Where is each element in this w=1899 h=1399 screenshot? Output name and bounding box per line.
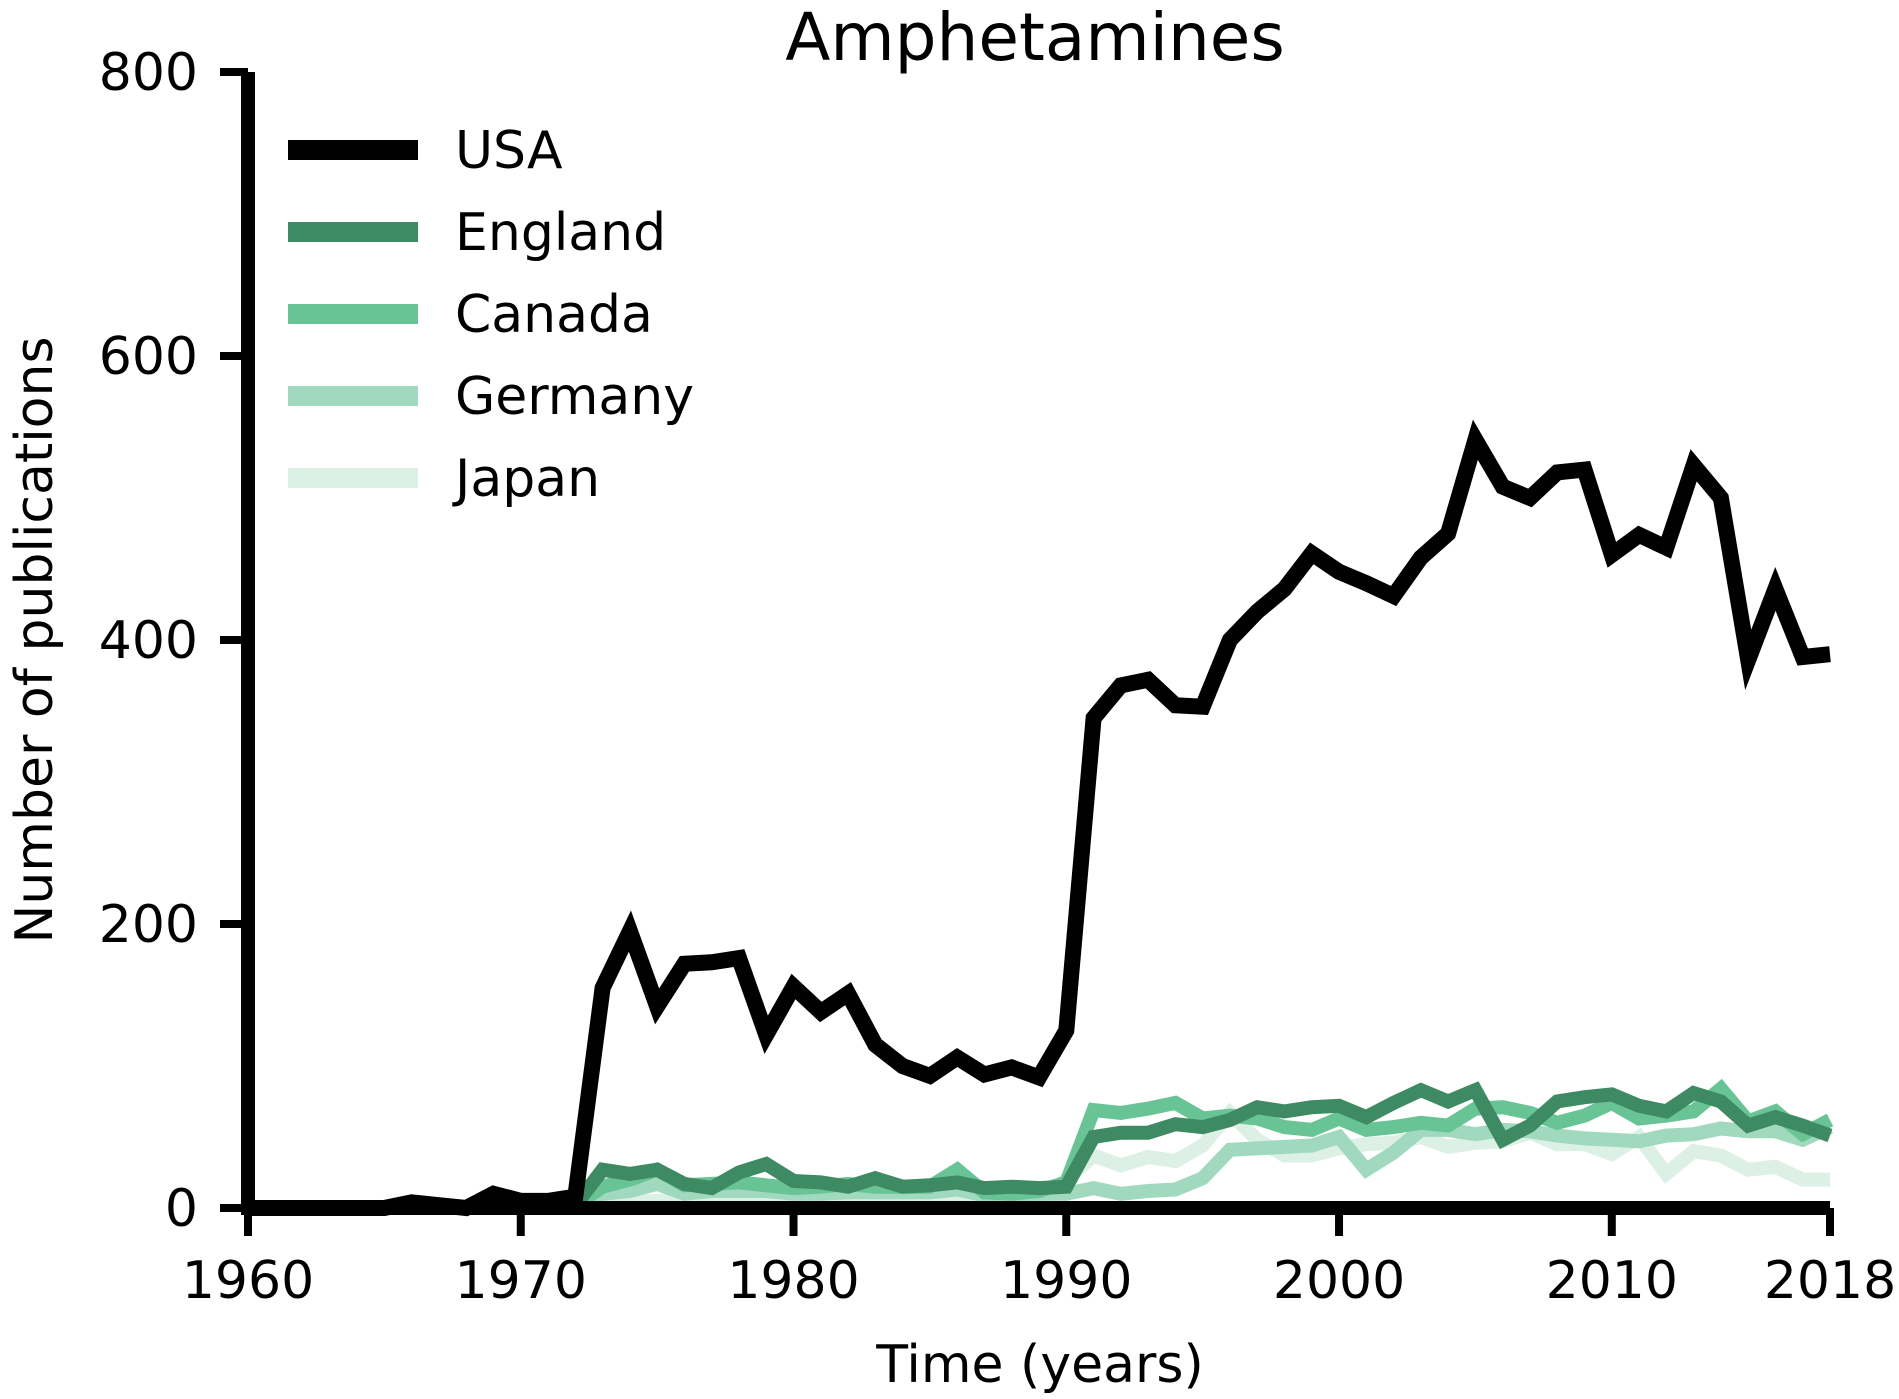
chart-title: Amphetamines <box>785 0 1285 76</box>
x-tick-label: 1980 <box>727 1251 859 1311</box>
series-line-usa <box>248 419 1831 1217</box>
plot-lines <box>248 419 1834 1217</box>
legend-label-germany: Germany <box>455 367 694 427</box>
x-tick-label: 2018 <box>1764 1251 1896 1311</box>
y-tick-label: 800 <box>99 43 198 103</box>
legend-label-england: England <box>455 203 666 263</box>
legend-label-usa: USA <box>455 121 563 181</box>
y-axis-label: Number of publications <box>5 336 65 943</box>
x-tick-label: 1990 <box>1000 1251 1132 1311</box>
legend-label-canada: Canada <box>455 285 653 345</box>
x-tick-label: 2010 <box>1546 1251 1678 1311</box>
y-tick-label: 400 <box>99 611 198 671</box>
x-tick-label: 1960 <box>182 1251 314 1311</box>
y-ticks: 0 200 400 600 800 <box>99 43 248 1239</box>
x-tick-label: 1970 <box>455 1251 587 1311</box>
legend: USA England Canada Germany Japan <box>288 121 694 509</box>
x-tick-label: 2000 <box>1273 1251 1405 1311</box>
y-tick-label: 600 <box>99 327 198 387</box>
x-axis-label: Time (years) <box>875 1335 1203 1395</box>
legend-label-japan: Japan <box>452 449 600 509</box>
y-tick-label: 200 <box>99 895 198 955</box>
x-ticks: 1960 1970 1980 1990 2000 2010 2018 <box>182 1208 1896 1311</box>
y-tick-label: 0 <box>165 1179 198 1239</box>
